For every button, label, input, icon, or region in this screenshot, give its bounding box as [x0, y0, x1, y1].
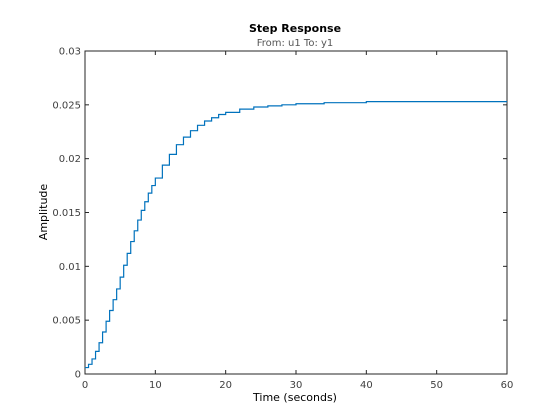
x-tick-label: 10	[149, 380, 162, 391]
x-axis-label: Time (seconds)	[252, 391, 337, 404]
y-ticks: 0 0.005 0.01 0.015 0.02 0.025 0.03	[52, 47, 507, 381]
y-tick-label: 0.015	[52, 208, 81, 219]
series-layer	[85, 101, 507, 369]
x-tick-label: 0	[82, 380, 88, 391]
plot-area	[84, 50, 508, 375]
y-tick-label: 0.005	[52, 316, 81, 327]
x-ticks: 0 10 20 30 40 50 60	[82, 51, 514, 391]
y-tick-label: 0.01	[59, 262, 81, 273]
y-axis-label: Amplitude	[37, 184, 50, 241]
x-tick-label: 60	[501, 380, 514, 391]
x-tick-label: 30	[290, 380, 303, 391]
y-tick-label: 0.03	[59, 47, 81, 58]
y-tick-label: 0.025	[52, 100, 81, 111]
x-tick-label: 50	[430, 380, 443, 391]
y-tick-label: 0.02	[59, 154, 81, 165]
y-tick-label: 0	[75, 370, 81, 381]
step-response-line	[85, 101, 507, 369]
x-tick-label: 20	[219, 380, 232, 391]
chart-title: Step Response	[249, 22, 341, 35]
chart-subtitle: From: u1 To: y1	[257, 38, 334, 49]
x-tick-label: 40	[360, 380, 373, 391]
